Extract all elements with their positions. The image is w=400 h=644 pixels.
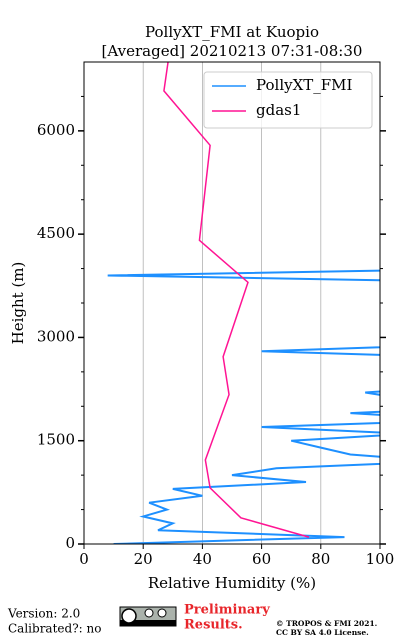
y-tick-label: 1500 [37, 431, 75, 449]
copyright: © TROPOS & FMI 2021. [276, 619, 377, 628]
x-axis-label: Relative Humidity (%) [148, 574, 316, 592]
legend-label: gdas1 [256, 101, 301, 119]
y-tick-label: 0 [65, 534, 75, 552]
legend-label: PollyXT_FMI [256, 76, 353, 94]
x-tick-label: 0 [79, 550, 89, 568]
x-tick-label: 80 [311, 550, 330, 568]
cc-logo [119, 606, 177, 627]
profile-line [163, 62, 310, 538]
copyright: CC BY SA 4.0 License. [276, 628, 369, 637]
preliminary-note: Results. [184, 618, 243, 633]
version: Version: 2.0 [7, 607, 80, 621]
x-tick-label: 40 [193, 550, 212, 568]
y-tick-label: 3000 [37, 327, 75, 345]
chart-subtitle: [Averaged] 20210213 07:31-08:30 [102, 42, 363, 60]
y-tick-label: 6000 [37, 121, 75, 139]
calibrated: Calibrated?: no [8, 622, 101, 636]
y-tick-label: 4500 [37, 224, 75, 242]
x-tick-label: 100 [366, 550, 395, 568]
x-tick-label: 20 [134, 550, 153, 568]
y-axis-label: Height (m) [9, 262, 27, 345]
chart-title: PollyXT_FMI at Kuopio [145, 23, 319, 41]
preliminary-note: Preliminary [184, 603, 270, 618]
x-tick-label: 60 [252, 550, 271, 568]
plot-area [84, 62, 380, 544]
